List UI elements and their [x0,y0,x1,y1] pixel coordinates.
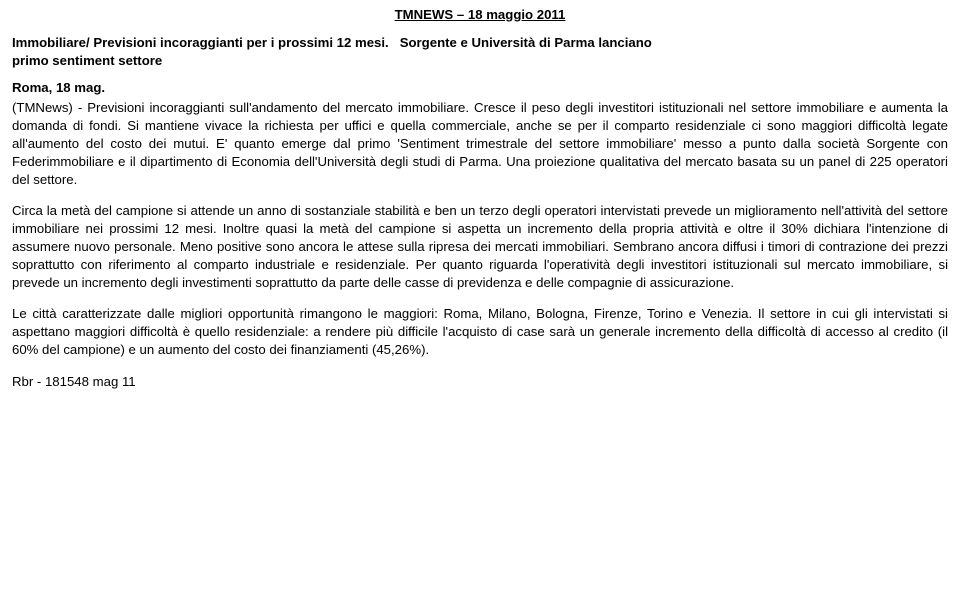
body-paragraph-1: (TMNews) - Previsioni incoraggianti sull… [12,99,948,188]
heading-part-1b: Sorgente e Università di Parma lanciano [400,35,652,50]
body-paragraph-2: Circa la metà del campione si attende un… [12,202,948,291]
heading-part-2: primo sentiment settore [12,53,162,68]
dateline: Roma, 18 mag. [12,79,948,97]
source-title: TMNEWS – 18 maggio 2011 [12,6,948,24]
body-paragraph-3: Le città caratterizzate dalle migliori o… [12,305,948,358]
article-footer-code: Rbr - 181548 mag 11 [12,373,948,391]
heading-part-1: Immobiliare/ Previsioni incoraggianti pe… [12,35,389,50]
article-heading: Immobiliare/ Previsioni incoraggianti pe… [12,34,948,70]
